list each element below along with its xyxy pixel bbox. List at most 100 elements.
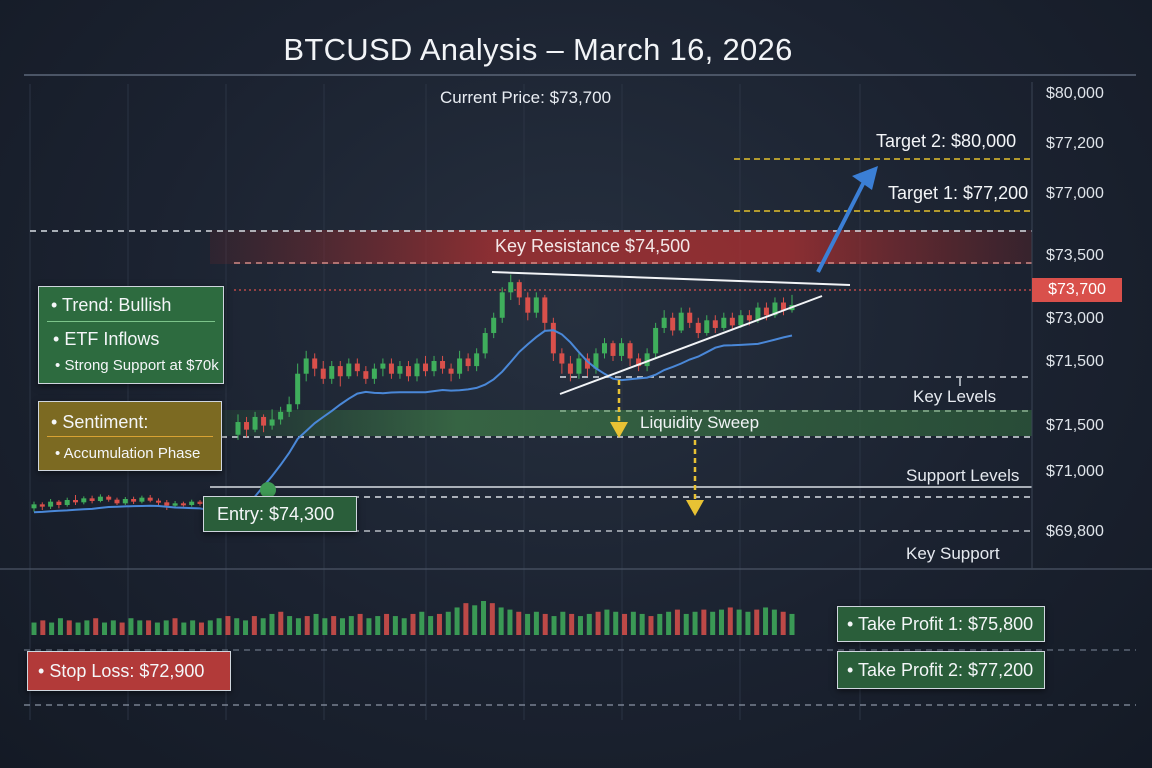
candle-body <box>73 500 78 503</box>
volume-bar <box>331 616 337 635</box>
volume-bar <box>102 622 108 635</box>
candle-body <box>244 422 250 430</box>
candle-body <box>164 502 170 506</box>
sentiment-title-line: • Sentiment: <box>51 412 148 433</box>
volume-bar <box>674 609 680 635</box>
volume-bar <box>357 613 363 635</box>
candle-body <box>644 353 650 367</box>
candle-body <box>440 361 446 369</box>
volume-bars <box>31 601 795 635</box>
candle-body <box>180 503 186 506</box>
volume-bar <box>754 609 760 635</box>
candle-body <box>64 500 70 505</box>
candle-body <box>89 498 95 501</box>
volume-bar <box>243 620 249 635</box>
volume-bar <box>516 611 522 635</box>
volume-bar <box>375 616 381 635</box>
resistance-band <box>210 230 1032 264</box>
candle-body <box>738 315 744 326</box>
volume-bar <box>701 609 707 635</box>
volume-bar <box>710 611 716 635</box>
candle-body <box>189 501 195 505</box>
volume-bar <box>31 622 37 635</box>
candle-body <box>619 343 625 356</box>
volume-bar <box>269 613 275 635</box>
candle-body <box>423 363 429 372</box>
candle-body <box>147 497 153 501</box>
candle-body <box>491 317 497 334</box>
volume-bar <box>551 616 557 635</box>
candle-body <box>763 307 769 316</box>
volume-bar <box>789 613 795 635</box>
volume-bar <box>683 613 689 635</box>
trend-text: Trend: Bullish <box>62 295 172 315</box>
volume-bar <box>604 609 610 635</box>
candle-body <box>172 503 178 506</box>
support-note-line: • Strong Support at $70k <box>55 357 219 374</box>
volume-bar <box>84 620 90 635</box>
candle-body <box>457 358 463 374</box>
candle-body <box>448 368 454 374</box>
candle-body <box>508 282 514 293</box>
candle-body <box>482 333 488 354</box>
axis-tick-label: $71,000 <box>1046 463 1104 480</box>
volume-bar <box>463 603 469 635</box>
candle-body <box>627 343 633 359</box>
phase-line: • Accumulation Phase <box>55 445 200 462</box>
candle-body <box>687 312 693 323</box>
volume-bar <box>771 609 777 635</box>
candle-body <box>772 302 778 316</box>
candle-body <box>601 343 607 354</box>
candle-body <box>31 504 37 509</box>
volume-bar <box>419 611 425 635</box>
bullet-icon: • <box>51 412 58 432</box>
volume-bar <box>401 618 407 635</box>
volume-bar <box>172 618 178 635</box>
page-title: BTCUSD Analysis – March 16, 2026 <box>283 32 793 67</box>
volume-bar <box>49 622 55 635</box>
volume-bar <box>472 605 478 635</box>
candle-body <box>286 404 292 412</box>
volume-bar <box>639 613 645 635</box>
trend-divider <box>47 321 215 322</box>
volume-bar <box>181 622 187 635</box>
volume-bar <box>622 613 628 635</box>
candle-body <box>156 500 161 503</box>
take-profit-2-box: • Take Profit 2: $77,200 <box>837 651 1045 689</box>
stop-loss-text: Stop Loss: $72,900 <box>49 661 205 681</box>
bullet-icon: • <box>55 357 61 374</box>
key-resistance-label: Key Resistance $74,500 <box>495 236 691 256</box>
volume-bar <box>727 607 733 635</box>
candle-body <box>320 368 326 379</box>
candles <box>31 274 795 512</box>
volume-bar <box>278 611 284 635</box>
volume-bar <box>190 620 196 635</box>
volume-bar <box>648 616 654 635</box>
volume-bar <box>75 622 81 635</box>
axis-tick-label: $69,800 <box>1046 523 1104 540</box>
stop-loss-box: • Stop Loss: $72,900 <box>27 651 231 691</box>
axis-tick-label: $73,000 <box>1046 310 1104 327</box>
candle-body <box>295 373 301 405</box>
volume-bar <box>533 611 539 635</box>
candle-body <box>388 363 394 374</box>
candle-body <box>746 315 752 321</box>
candle-body <box>576 358 582 374</box>
triangle-upper-line <box>491 271 851 286</box>
volume-bar <box>216 618 222 635</box>
candle-body <box>81 498 87 503</box>
sentiment-box: • Sentiment: • Accumulation Phase <box>38 401 222 471</box>
candle-body <box>346 363 352 377</box>
candle-body <box>337 366 343 377</box>
volume-bar <box>569 613 575 635</box>
candle-body <box>122 499 128 504</box>
volume-bar <box>163 620 169 635</box>
volume-bar <box>366 618 372 635</box>
candle-body <box>695 322 701 334</box>
volume-bar <box>304 616 310 635</box>
candle-body <box>354 363 360 372</box>
candle-body <box>584 358 590 369</box>
volume-bar <box>436 613 442 635</box>
axis-tick-label: $71,500 <box>1046 417 1104 434</box>
candle-body <box>729 317 735 326</box>
